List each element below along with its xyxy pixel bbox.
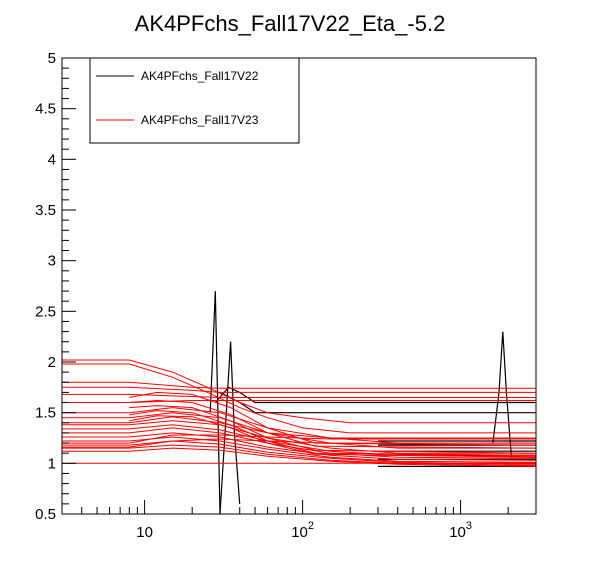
series-v23-line	[62, 420, 536, 454]
x-tick-label: 10	[136, 524, 153, 541]
legend-label-v22: AK4PFchs_Fall17V22	[141, 69, 259, 83]
series-v23-line	[129, 399, 536, 449]
y-tick-label: 0.5	[35, 506, 56, 523]
legend-box	[89, 57, 300, 144]
series-v23-line	[62, 363, 536, 434]
series-v23-line	[62, 440, 536, 465]
legend-label-v23: AK4PFchs_Fall17V23	[141, 113, 259, 127]
series-v23-line	[129, 391, 536, 446]
series-v23-line	[129, 405, 536, 454]
series-v23-line	[62, 427, 536, 459]
series-v23-line	[62, 381, 536, 389]
y-tick-label: 5	[48, 50, 56, 67]
series-v23-line	[129, 415, 536, 458]
series-v23-line	[62, 412, 536, 449]
series-v23-line	[62, 407, 536, 444]
y-tick-label: 4.5	[35, 101, 56, 118]
series-v23-line	[62, 416, 536, 439]
y-tick-label: 1.5	[35, 405, 56, 422]
series-v23-line	[62, 438, 536, 448]
axes: 0.5 1 1.5 2 2.5 3 3.5 4 4.5 5 10 102 103	[35, 50, 537, 541]
series-v23-line	[62, 434, 536, 444]
series-v22-line	[492, 331, 513, 459]
series-v22-line	[219, 341, 241, 514]
y-tick-label: 1	[48, 455, 56, 472]
y-tick-label: 4	[48, 151, 56, 168]
chart-title: AK4PFchs_Fall17V22_Eta_-5.2	[135, 11, 446, 36]
series-v23-line	[62, 432, 536, 461]
series-v23-line	[62, 424, 536, 457]
plot-curves	[62, 291, 536, 514]
y-tick-label: 2	[48, 354, 56, 371]
y-tick-label: 3.5	[35, 202, 56, 219]
series-v23-line	[62, 436, 536, 463]
series-v23-line	[62, 393, 536, 398]
series-v23-line	[62, 400, 536, 403]
x-tick-label: 102	[291, 520, 314, 541]
series-v23-line	[62, 386, 536, 393]
legend: AK4PFchs_Fall17V22 AK4PFchs_Fall17V23	[89, 57, 300, 144]
y-tick-label: 2.5	[35, 303, 56, 320]
x-tick-label: 103	[449, 520, 472, 541]
series-v23-line	[62, 359, 536, 424]
series-v22-line	[209, 291, 221, 514]
y-tick-label: 3	[48, 253, 56, 270]
